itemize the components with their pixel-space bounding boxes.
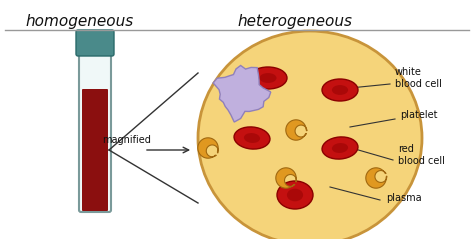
FancyBboxPatch shape bbox=[76, 30, 114, 56]
Ellipse shape bbox=[234, 127, 270, 149]
Text: homogeneous: homogeneous bbox=[26, 14, 134, 29]
Ellipse shape bbox=[259, 73, 276, 83]
Text: white
blood cell: white blood cell bbox=[395, 67, 442, 89]
Text: magnified: magnified bbox=[102, 135, 151, 145]
Polygon shape bbox=[213, 65, 271, 122]
Text: plasma: plasma bbox=[386, 193, 422, 203]
Text: platelet: platelet bbox=[400, 110, 438, 120]
Polygon shape bbox=[286, 120, 307, 140]
FancyBboxPatch shape bbox=[79, 48, 111, 212]
Ellipse shape bbox=[244, 133, 260, 143]
Polygon shape bbox=[198, 138, 218, 158]
FancyBboxPatch shape bbox=[82, 89, 108, 211]
Ellipse shape bbox=[287, 189, 303, 201]
Polygon shape bbox=[366, 168, 387, 188]
Ellipse shape bbox=[332, 85, 348, 95]
Ellipse shape bbox=[277, 181, 313, 209]
Text: red
blood cell: red blood cell bbox=[398, 144, 445, 166]
Polygon shape bbox=[276, 168, 296, 188]
Ellipse shape bbox=[332, 143, 348, 153]
Ellipse shape bbox=[249, 67, 287, 89]
Ellipse shape bbox=[322, 137, 358, 159]
Text: heterogeneous: heterogeneous bbox=[237, 14, 353, 29]
Ellipse shape bbox=[198, 31, 422, 239]
Ellipse shape bbox=[322, 79, 358, 101]
